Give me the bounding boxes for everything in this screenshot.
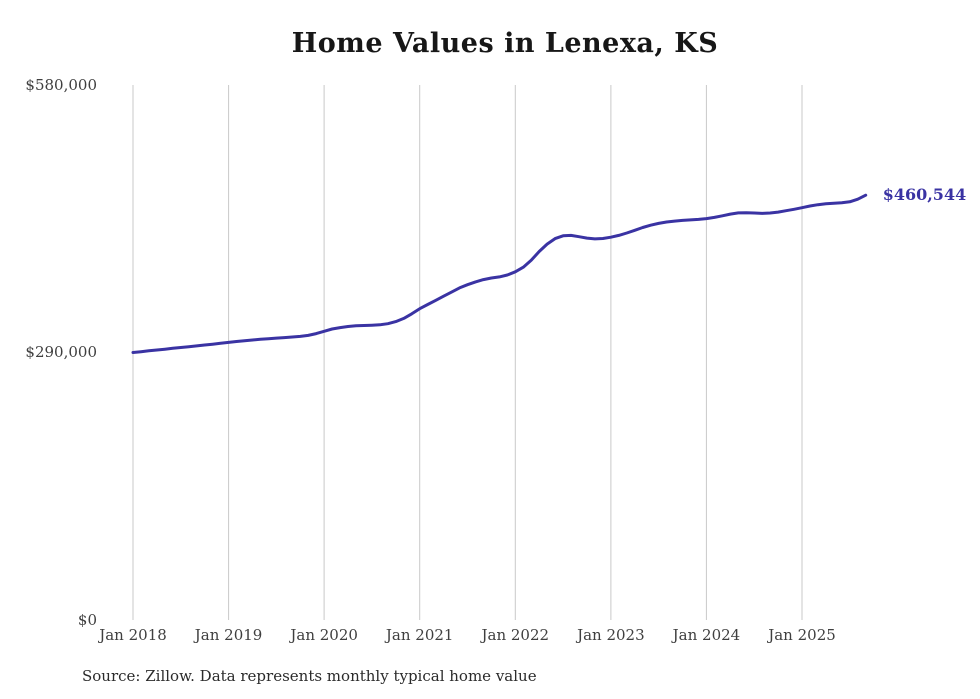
home-value-line [131,193,868,354]
x-tick-label: Jan 2020 [290,626,358,644]
x-tick-label: Jan 2018 [99,626,167,644]
y-axis-label-290000: $290,000 [25,343,97,361]
x-tick-label: Jan 2021 [385,626,454,644]
x-tick-label: Jan 2023 [577,626,645,644]
current-value-label: $460,544 [882,185,967,205]
y-axis-label-0: $0 [77,611,97,629]
x-tick-label: Jan 2024 [672,626,741,644]
x-tick-label: Jan 2019 [194,626,263,644]
chart-title: Home Values in Lenexa, KS [291,28,719,59]
y-axis-label-580000: $580,000 [25,76,97,94]
x-tick-label: Jan 2025 [768,626,836,644]
source-note: Source: Zillow. Data represents monthly … [82,667,537,685]
x-tick-label: Jan 2022 [481,626,550,644]
